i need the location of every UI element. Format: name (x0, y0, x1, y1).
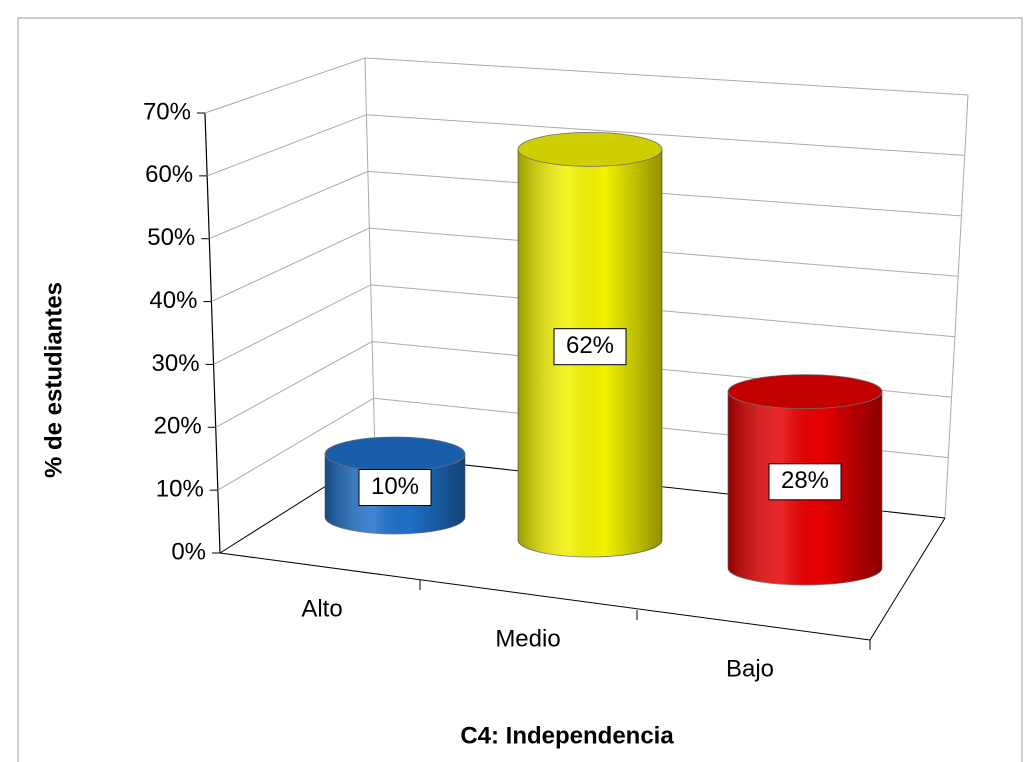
wall-edge (364, 57, 376, 456)
y-tick-label: 70% (143, 98, 191, 125)
value-label-box (768, 463, 842, 501)
y-tick-label: 20% (154, 413, 202, 440)
cylinder-top (727, 374, 883, 410)
cylinder-top-shade (325, 437, 465, 471)
x-tick-label: Medio (495, 625, 560, 652)
y-tick-label: 40% (149, 287, 197, 314)
wall-edge (944, 94, 969, 519)
value-label: 62% (566, 332, 614, 359)
wall-edge (204, 112, 221, 554)
x-tick-label: Alto (301, 595, 342, 622)
y-tick-label: 50% (147, 224, 195, 251)
y-tick-label: 60% (145, 161, 193, 188)
x-tick-label: Bajo (726, 655, 774, 682)
cylinder-top-shade (728, 374, 882, 409)
x-axis-title: C4: Independencia (460, 722, 674, 749)
y-tick-label: 30% (152, 350, 200, 377)
y-tick-label: 10% (156, 475, 204, 502)
floor-edge (219, 552, 871, 641)
cylinder-top-shade (518, 132, 662, 167)
floor-edge (869, 517, 946, 641)
grid-line (204, 57, 969, 114)
value-label: 28% (781, 467, 829, 494)
frame (17, 17, 1023, 762)
value-label-box (553, 328, 627, 366)
y-axis-title: % de estudiantes (40, 282, 67, 478)
grid-line (211, 227, 959, 303)
cylinder-top (517, 131, 663, 167)
grid-line (213, 284, 955, 365)
value-label-box (358, 469, 432, 506)
grid-line (206, 114, 965, 177)
grid-line (209, 170, 962, 240)
value-label: 10% (371, 473, 419, 500)
y-tick-label: 0% (171, 538, 206, 565)
